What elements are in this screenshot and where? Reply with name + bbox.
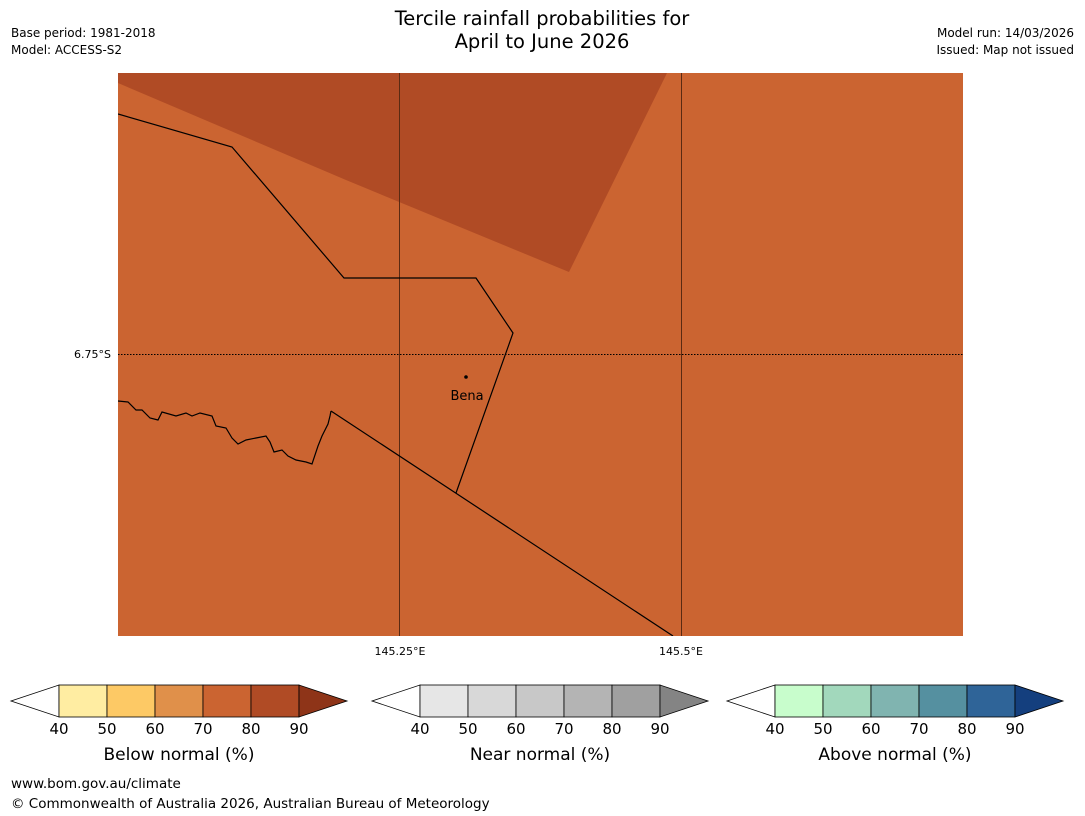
- legend-tick-label: 50: [458, 720, 477, 738]
- legend-swatch: [870, 684, 920, 718]
- legend-tick-label: 70: [909, 720, 928, 738]
- legend-arrow-low: [370, 684, 421, 718]
- model-run-text: Model run: 14/03/2026: [936, 26, 1074, 40]
- legend-tick-label: 80: [957, 720, 976, 738]
- meta-left: Base period: 1981-2018 Model: ACCESS-S2: [11, 25, 156, 59]
- legend-swatch: [154, 684, 204, 718]
- legend-below-normal: 40 50 60 70 80 90: [9, 684, 349, 738]
- model-text: Model: ACCESS-S2: [11, 43, 123, 57]
- bena-marker: [464, 375, 468, 379]
- base-period-text: Base period: 1981-2018: [11, 26, 156, 40]
- issued-text: Issued: Map not issued: [936, 43, 1074, 57]
- legend-arrow-high: [298, 684, 349, 718]
- legend-tick-label: 40: [410, 720, 429, 738]
- map: Bena 6.75°S 145.25°E 145.5°E: [74, 73, 963, 658]
- legend-tick-label: 70: [193, 720, 212, 738]
- footer: www.bom.gov.au/climate © Commonwealth of…: [11, 774, 490, 814]
- legend-title-below-normal: Below normal (%): [103, 745, 255, 765]
- map-title: Tercile rainfall probabilities for April…: [342, 7, 742, 53]
- legend-tick-label: 50: [813, 720, 832, 738]
- footer-copyright: © Commonwealth of Australia 2026, Austra…: [11, 796, 490, 812]
- legend-tick-label: 40: [765, 720, 784, 738]
- legend-near-normal: 40 50 60 70 80 90: [370, 684, 710, 738]
- legend-tick-label: 60: [506, 720, 525, 738]
- legend-title-above-normal: Above normal (%): [818, 745, 972, 765]
- legend-tick-label: 90: [289, 720, 308, 738]
- footer-url: www.bom.gov.au/climate: [11, 776, 181, 792]
- legend-tick-label: 50: [97, 720, 116, 738]
- legend-tick-label: 80: [602, 720, 621, 738]
- legend-tick-label: 70: [554, 720, 573, 738]
- lon-label-145-25: 145.25°E: [375, 645, 426, 658]
- legend-swatch: [822, 684, 872, 718]
- legend-swatch: [106, 684, 156, 718]
- legend-swatch: [515, 684, 565, 718]
- legend-swatch: [419, 684, 469, 718]
- legend-tick-label: 60: [145, 720, 164, 738]
- meta-right: Model run: 14/03/2026 Issued: Map not is…: [936, 25, 1074, 59]
- legend-swatch: [58, 684, 108, 718]
- legend-tick-label: 40: [49, 720, 68, 738]
- title-line-2: April to June 2026: [454, 30, 630, 53]
- legend-above-normal: 40 50 60 70 80 90: [725, 684, 1065, 738]
- coastline-river-boundary: [118, 400, 332, 465]
- legend-title-near-normal: Near normal (%): [469, 745, 611, 765]
- legend-arrow-low: [725, 684, 776, 718]
- higher-probability-region: [118, 73, 667, 272]
- legend-swatch: [467, 684, 517, 718]
- legend-tick-label: 90: [1005, 720, 1024, 738]
- legend-swatch: [563, 684, 613, 718]
- legend-arrow-high: [1014, 684, 1065, 718]
- legend-tick-label: 60: [861, 720, 880, 738]
- legend-swatch: [774, 684, 824, 718]
- legend-tick-label: 80: [241, 720, 260, 738]
- title-line-1: Tercile rainfall probabilities for: [394, 7, 690, 30]
- legend-swatch: [966, 684, 1016, 718]
- legend-swatch: [611, 684, 661, 718]
- place-label-bena: Bena: [450, 389, 483, 404]
- legend-swatch: [250, 684, 300, 718]
- province-boundary: [118, 113, 514, 494]
- province-boundary-south: [330, 410, 674, 636]
- legend-swatch: [918, 684, 968, 718]
- legend-swatch: [202, 684, 252, 718]
- legend-arrow-high: [659, 684, 710, 718]
- legend-tick-label: 90: [650, 720, 669, 738]
- legend-arrow-low: [9, 684, 60, 718]
- lon-label-145-5: 145.5°E: [659, 645, 703, 658]
- lat-label-6-75: 6.75°S: [74, 348, 111, 361]
